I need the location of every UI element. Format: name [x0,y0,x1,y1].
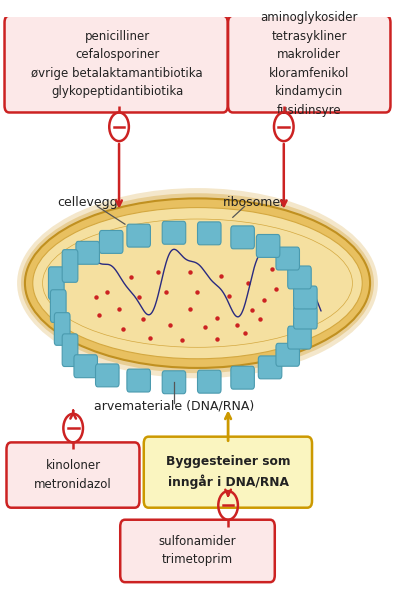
FancyBboxPatch shape [198,222,221,245]
FancyBboxPatch shape [127,224,150,247]
Ellipse shape [33,207,362,359]
FancyBboxPatch shape [76,241,100,264]
FancyBboxPatch shape [100,230,123,254]
FancyBboxPatch shape [62,249,78,282]
Text: penicilliner
cefalosporiner
øvrige betalaktamantibiotika
glykopeptidantibiotika: penicilliner cefalosporiner øvrige betal… [31,30,203,98]
FancyBboxPatch shape [288,266,311,289]
FancyBboxPatch shape [198,370,221,393]
Text: Byggesteiner som
inngår i DNA/RNA: Byggesteiner som inngår i DNA/RNA [166,455,290,489]
Text: ribosomer: ribosomer [223,196,286,209]
FancyBboxPatch shape [51,290,66,323]
FancyBboxPatch shape [96,364,119,387]
FancyBboxPatch shape [258,356,282,379]
FancyBboxPatch shape [276,247,299,270]
Text: kinoloner
metronidazol: kinoloner metronidazol [34,459,112,491]
Ellipse shape [25,199,370,368]
FancyBboxPatch shape [144,437,312,508]
FancyBboxPatch shape [55,313,70,345]
FancyBboxPatch shape [162,221,186,244]
Text: aminoglykosider
tetrasykliner
makrolider
kloramfenikol
kindamycin
fusidinsyre: aminoglykosider tetrasykliner makrolider… [261,11,358,116]
FancyBboxPatch shape [231,366,254,389]
FancyBboxPatch shape [162,371,186,394]
FancyBboxPatch shape [276,343,299,366]
Ellipse shape [17,188,378,378]
FancyBboxPatch shape [6,443,139,508]
FancyBboxPatch shape [231,226,254,249]
FancyBboxPatch shape [293,286,317,309]
FancyBboxPatch shape [120,519,275,582]
FancyBboxPatch shape [228,16,391,112]
FancyBboxPatch shape [293,306,317,329]
FancyBboxPatch shape [256,235,280,258]
FancyBboxPatch shape [49,267,64,300]
FancyBboxPatch shape [288,326,311,349]
Ellipse shape [43,219,352,348]
FancyBboxPatch shape [127,369,150,392]
FancyBboxPatch shape [62,334,78,366]
FancyBboxPatch shape [74,355,98,378]
Ellipse shape [21,193,374,373]
Text: arvemateriale (DNA/RNA): arvemateriale (DNA/RNA) [94,400,254,413]
Text: sulfonamider
trimetoprim: sulfonamider trimetoprim [159,535,236,566]
FancyBboxPatch shape [4,16,228,112]
Text: cellevegg: cellevegg [57,196,118,209]
